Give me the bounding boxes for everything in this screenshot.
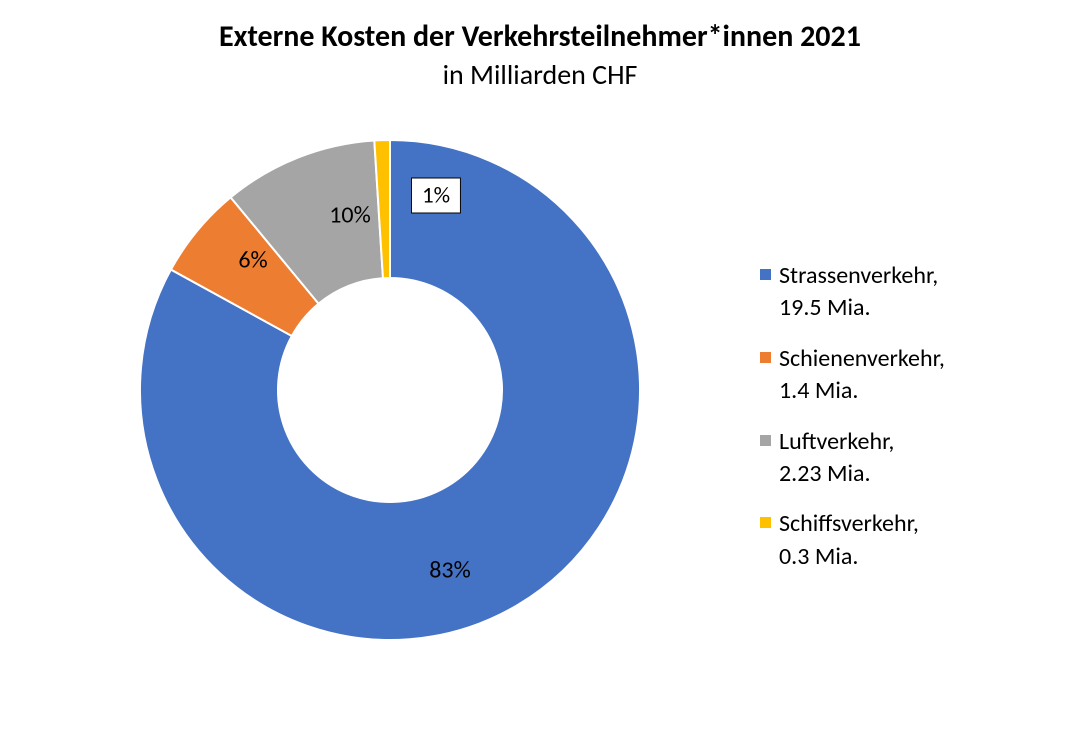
- legend-swatch-schienen: [760, 352, 771, 363]
- legend-swatch-luft: [760, 435, 771, 446]
- legend-text-schiff: Schiffsverkehr,0.3 Mia.: [779, 508, 919, 573]
- legend-item-schienen: Schienenverkehr,1.4 Mia.: [760, 343, 1040, 408]
- chart-title: Externe Kosten der Verkehrsteilnehmer*in…: [0, 18, 1080, 55]
- title-block: Externe Kosten der Verkehrsteilnehmer*in…: [0, 0, 1080, 92]
- pct-label-luft: 10%: [329, 201, 370, 230]
- chart-subtitle: in Milliarden CHF: [0, 57, 1080, 92]
- legend-item-strassen: Strassenverkehr,19.5 Mia.: [760, 260, 1040, 325]
- legend: Strassenverkehr,19.5 Mia. Schienenverkehr…: [760, 260, 1040, 591]
- legend-text-luft: Luftverkehr,2.23 Mia.: [779, 426, 894, 491]
- legend-swatch-strassen: [760, 269, 771, 280]
- pct-label-strassen: 83%: [429, 556, 470, 585]
- pct-label-schienen: 6%: [238, 246, 267, 275]
- pct-label-schiff: 1%: [411, 181, 461, 210]
- donut-svg: [140, 140, 640, 640]
- legend-item-schiff: Schiffsverkehr,0.3 Mia.: [760, 508, 1040, 573]
- legend-swatch-schiff: [760, 517, 771, 528]
- legend-text-strassen: Strassenverkehr,19.5 Mia.: [779, 260, 938, 325]
- legend-item-luft: Luftverkehr,2.23 Mia.: [760, 426, 1040, 491]
- legend-text-schienen: Schienenverkehr,1.4 Mia.: [779, 343, 945, 408]
- donut-chart: 83% 6% 10% 1%: [140, 140, 640, 640]
